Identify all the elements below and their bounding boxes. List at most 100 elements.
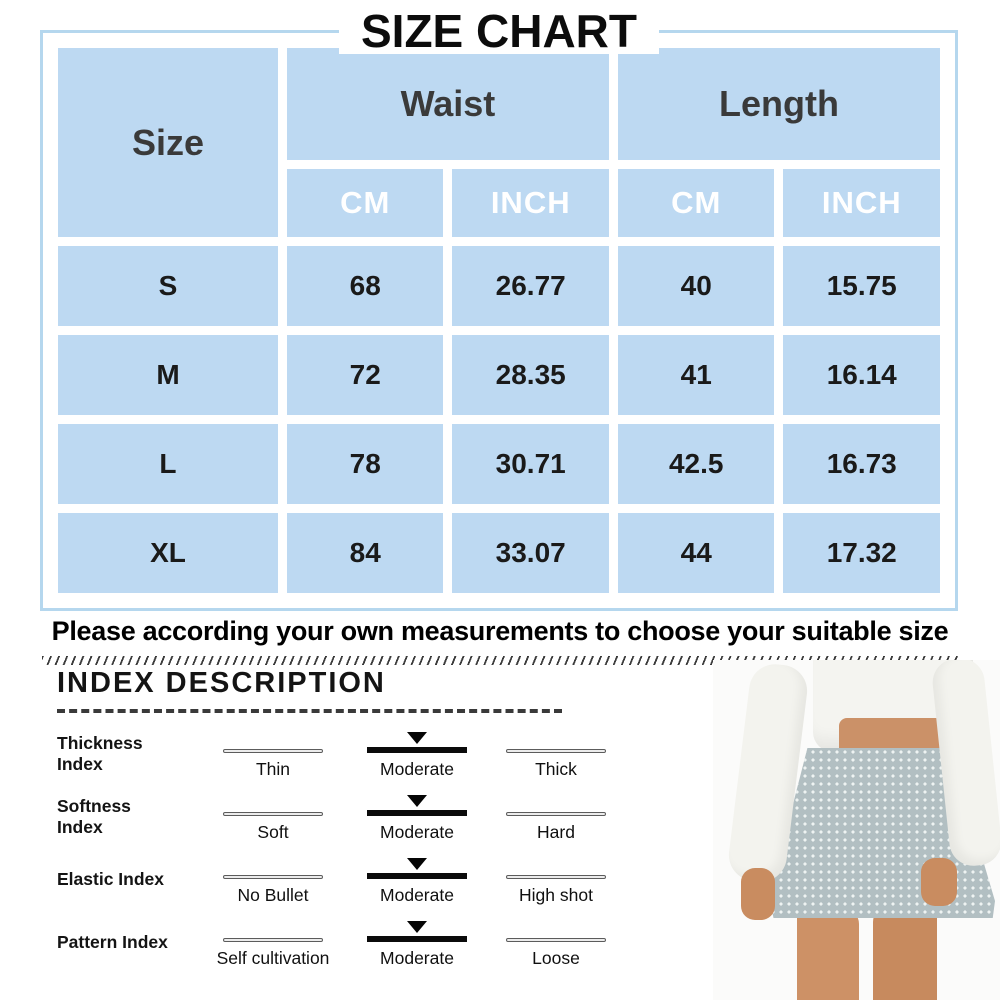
model-leg — [797, 908, 859, 1000]
option-hard: Hard — [490, 792, 622, 843]
scale-bar — [490, 792, 622, 816]
waist-cm-value: 78 — [286, 424, 444, 504]
size-value: S — [58, 246, 278, 326]
waist-cm-value: 68 — [286, 246, 444, 326]
selector-triangle-icon — [407, 732, 427, 744]
unselected-bar-icon — [223, 812, 323, 816]
unselected-bar-icon — [506, 875, 606, 879]
length-cm-value: 44 — [617, 513, 775, 593]
table-row-s: S 68 26.77 40 15.75 — [58, 246, 940, 326]
option-moderate-selected: Moderate — [344, 792, 490, 843]
index-row-thickness: Thickness Index Thin Moderate Thick — [57, 717, 667, 780]
scale-bar — [202, 855, 344, 879]
option-label: Loose — [532, 948, 580, 968]
index-row-label: Thickness Index — [57, 733, 143, 774]
size-value: M — [58, 335, 278, 415]
option-thin: Thin — [202, 729, 344, 780]
scale-bar — [344, 729, 490, 753]
option-soft: Soft — [202, 792, 344, 843]
waist-cm-value: 84 — [286, 513, 444, 593]
option-label: Soft — [257, 822, 289, 842]
model-hand — [921, 858, 957, 906]
model-leg — [873, 906, 937, 1000]
option-label: Moderate — [380, 759, 454, 779]
waist-inch-value: 28.35 — [452, 335, 609, 415]
length-inch-value: 15.75 — [783, 246, 940, 326]
unselected-bar-icon — [223, 938, 323, 942]
waist-inch-value: 33.07 — [452, 513, 609, 593]
length-cm-value: 42.5 — [617, 424, 775, 504]
table-row: CM INCH CM INCH — [58, 169, 940, 237]
selected-bar-icon — [367, 810, 467, 816]
product-photo — [713, 660, 1000, 1000]
index-row-label: Softness Index — [57, 796, 131, 837]
waist-cm-header: CM — [286, 169, 444, 237]
unselected-bar-icon — [223, 749, 323, 753]
size-column-header: Size — [58, 48, 278, 237]
length-cm-value: 40 — [617, 246, 775, 326]
length-inch-value: 17.32 — [783, 513, 940, 593]
selected-bar-icon — [367, 936, 467, 942]
option-thick: Thick — [490, 729, 622, 780]
index-description-heading: INDEX DESCRIPTION — [57, 667, 386, 699]
scale-bar — [490, 729, 622, 753]
index-rows: Thickness Index Thin Moderate Thick Soft… — [57, 717, 667, 969]
page-title: SIZE CHART — [339, 8, 659, 54]
scale-bar — [490, 855, 622, 879]
option-loose: Loose — [490, 918, 622, 969]
length-group-header: Length — [617, 48, 940, 160]
scale-bar — [344, 855, 490, 879]
selected-bar-icon — [367, 747, 467, 753]
waist-inch-value: 30.71 — [452, 424, 609, 504]
index-row-label: Elastic Index — [57, 869, 164, 890]
option-label: Moderate — [380, 822, 454, 842]
index-row-label: Pattern Index — [57, 932, 168, 953]
size-chart-section: SIZE CHART Size Waist Length CM INCH CM — [40, 8, 958, 611]
option-high-shot: High shot — [490, 855, 622, 906]
scale-bar — [202, 918, 344, 942]
size-value: XL — [58, 513, 278, 593]
option-label: No Bullet — [237, 885, 309, 905]
size-value: L — [58, 424, 278, 504]
scale-bar — [344, 792, 490, 816]
option-moderate-selected: Moderate — [344, 729, 490, 780]
length-inch-header: INCH — [783, 169, 940, 237]
option-label: Self cultivation — [216, 948, 330, 968]
unselected-bar-icon — [506, 938, 606, 942]
length-inch-value: 16.14 — [783, 335, 940, 415]
length-cm-header: CM — [617, 169, 775, 237]
selector-triangle-icon — [407, 858, 427, 870]
size-table-box: Size Waist Length CM INCH CM INCH S 68 2… — [40, 30, 958, 611]
option-label: Thick — [535, 759, 577, 779]
option-label: Hard — [537, 822, 575, 842]
waist-cm-value: 72 — [286, 335, 444, 415]
waist-group-header: Waist — [286, 48, 609, 160]
table-row-xl: XL 84 33.07 44 17.32 — [58, 513, 940, 593]
option-label: High shot — [519, 885, 593, 905]
length-cm-value: 41 — [617, 335, 775, 415]
selector-triangle-icon — [407, 921, 427, 933]
waist-inch-header: INCH — [452, 169, 609, 237]
selector-triangle-icon — [407, 795, 427, 807]
sizing-note: Please according your own measurements t… — [51, 616, 949, 646]
dashed-divider — [57, 709, 562, 713]
option-moderate-selected: Moderate — [344, 918, 490, 969]
option-no-bullet: No Bullet — [202, 855, 344, 906]
selected-bar-icon — [367, 873, 467, 879]
index-row-pattern: Pattern Index Self cultivation Moderate … — [57, 906, 667, 969]
table-row-m: M 72 28.35 41 16.14 — [58, 335, 940, 415]
option-label: Moderate — [380, 885, 454, 905]
scale-bar — [202, 792, 344, 816]
hatch-divider — [42, 656, 958, 665]
index-description-section: INDEX DESCRIPTION Thickness Index Thin M… — [57, 667, 667, 969]
option-label: Moderate — [380, 948, 454, 968]
waist-inch-value: 26.77 — [452, 246, 609, 326]
table-row: Size Waist Length — [58, 48, 940, 237]
table-row-l: L 78 30.71 42.5 16.73 — [58, 424, 940, 504]
index-row-softness: Softness Index Soft Moderate Hard — [57, 780, 667, 843]
unselected-bar-icon — [506, 749, 606, 753]
option-label: Thin — [255, 759, 291, 779]
unselected-bar-icon — [223, 875, 323, 879]
scale-bar — [490, 918, 622, 942]
